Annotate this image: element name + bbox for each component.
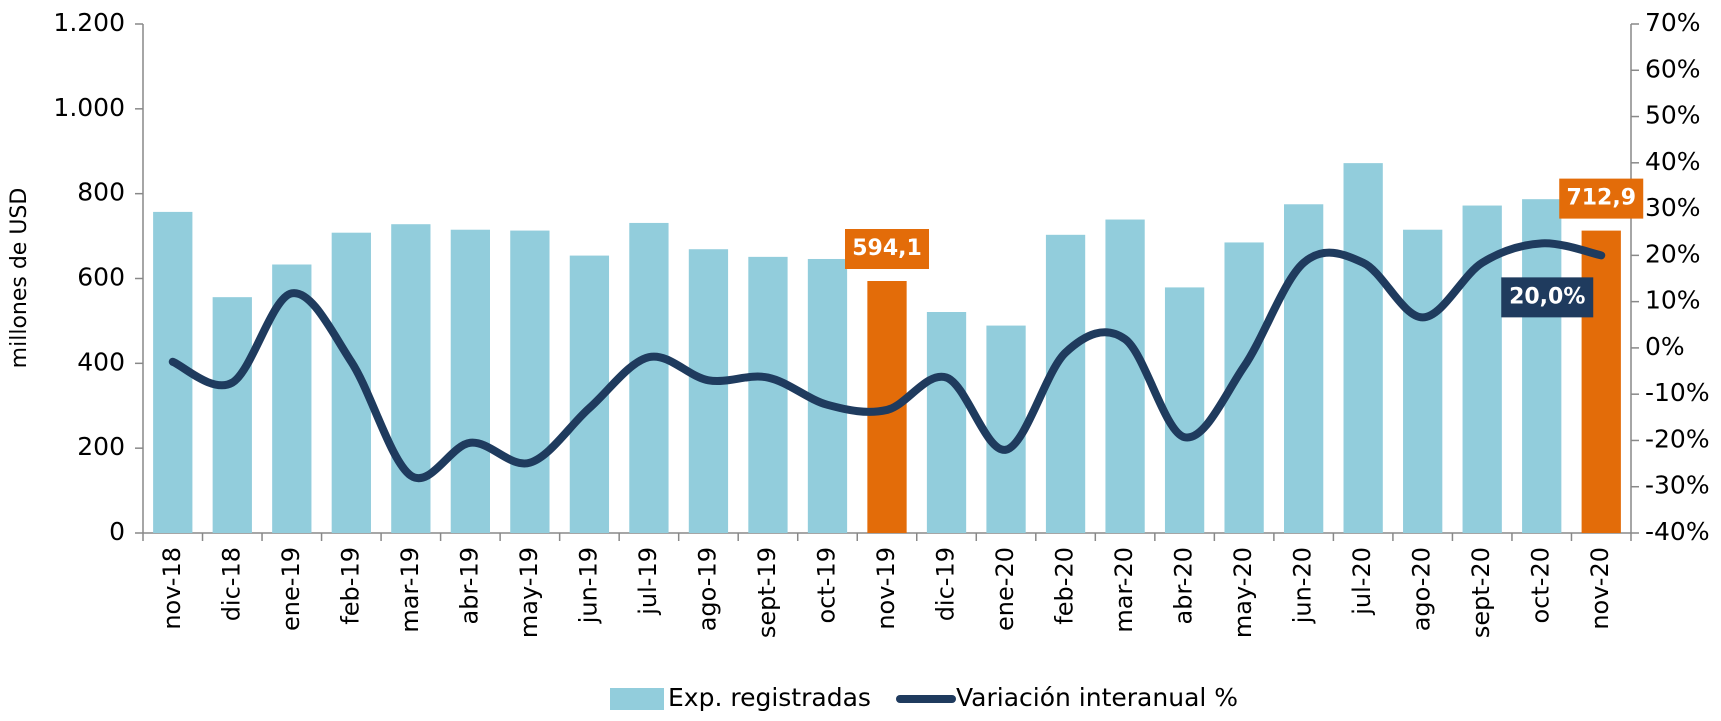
x-tick-label: mar-19 xyxy=(396,547,424,633)
legend-swatch xyxy=(610,688,664,710)
bar xyxy=(748,256,788,533)
y-tick-label: 800 xyxy=(77,178,125,207)
bar xyxy=(926,312,967,533)
legend-label: Variación interanual % xyxy=(956,683,1238,712)
bar xyxy=(1045,234,1086,533)
y2-tick-label: 20% xyxy=(1645,239,1701,268)
x-tick-label: may-19 xyxy=(515,547,543,638)
y-tick-label: 400 xyxy=(77,347,125,376)
y2-tick-label: -20% xyxy=(1645,424,1710,453)
y2-tick-label: 0% xyxy=(1645,332,1685,361)
data-label: 594,1 xyxy=(852,236,922,261)
y2-tick-label: 60% xyxy=(1645,54,1701,83)
legend-label: Exp. registradas xyxy=(668,683,871,712)
bar xyxy=(450,229,491,534)
x-tick-label: sept-19 xyxy=(753,547,781,638)
data-label: 712,9 xyxy=(1566,186,1636,211)
y-axis-label: millones de USD xyxy=(7,188,32,369)
bar xyxy=(1164,287,1205,533)
y-tick-label: 0 xyxy=(109,517,125,546)
x-tick-label: ago-19 xyxy=(693,547,721,631)
bar xyxy=(212,297,252,533)
y2-tick-label: 10% xyxy=(1645,286,1701,315)
y2-tick-label: -30% xyxy=(1645,471,1710,500)
x-tick-label: nov-19 xyxy=(872,547,900,630)
x-tick-label: oct-20 xyxy=(1527,547,1555,624)
x-tick-label: feb-20 xyxy=(1051,547,1079,625)
x-tick-label: jun-20 xyxy=(1289,547,1317,624)
y2-tick-label: 50% xyxy=(1645,101,1701,130)
line xyxy=(168,239,1606,483)
data-label-box xyxy=(1559,178,1644,219)
bar xyxy=(1105,219,1145,533)
x-tick-label: abr-19 xyxy=(455,547,483,624)
y2-tick-label: 40% xyxy=(1645,147,1701,176)
y-tick-label: 600 xyxy=(77,263,125,292)
x-tick-label: ene-20 xyxy=(991,547,1019,631)
data-label-box xyxy=(845,229,929,270)
bar xyxy=(1522,199,1562,533)
y2-tick-label: -40% xyxy=(1645,517,1710,546)
bar xyxy=(986,325,1026,533)
x-tick-label: dic-18 xyxy=(217,547,245,621)
x-tick-label: jul-19 xyxy=(634,547,662,616)
bar xyxy=(688,249,729,534)
y-tick-label: 200 xyxy=(77,432,125,461)
bar xyxy=(391,224,431,533)
x-tick-label: may-20 xyxy=(1229,547,1257,638)
data-label: 20,0% xyxy=(1509,284,1585,309)
x-tick-label: ago-20 xyxy=(1408,547,1436,631)
bar xyxy=(1403,229,1443,534)
bar xyxy=(1343,163,1383,534)
bar xyxy=(1581,230,1621,534)
x-tick-label: ene-19 xyxy=(277,547,305,631)
x-tick-label: nov-20 xyxy=(1586,547,1614,630)
bar xyxy=(510,230,550,534)
x-tick-label: jun-19 xyxy=(574,547,602,624)
y-tick-label: 1.000 xyxy=(53,93,125,122)
x-tick-label: abr-20 xyxy=(1170,547,1198,624)
x-tick-label: mar-20 xyxy=(1110,547,1138,633)
y2-tick-label: 70% xyxy=(1645,8,1701,37)
bar xyxy=(629,222,669,533)
x-tick-label: nov-18 xyxy=(158,547,186,630)
y2-tick-label: -10% xyxy=(1645,378,1710,407)
data-label-box xyxy=(1501,277,1594,318)
y2-tick-label: 30% xyxy=(1645,193,1701,222)
x-tick-label: jul-20 xyxy=(1348,547,1376,616)
x-tick-label: oct-19 xyxy=(812,547,840,624)
x-tick-label: feb-19 xyxy=(336,547,364,625)
x-tick-label: sept-20 xyxy=(1467,547,1495,638)
y-tick-label: 1.200 xyxy=(53,8,125,37)
x-tick-label: dic-19 xyxy=(932,547,960,621)
